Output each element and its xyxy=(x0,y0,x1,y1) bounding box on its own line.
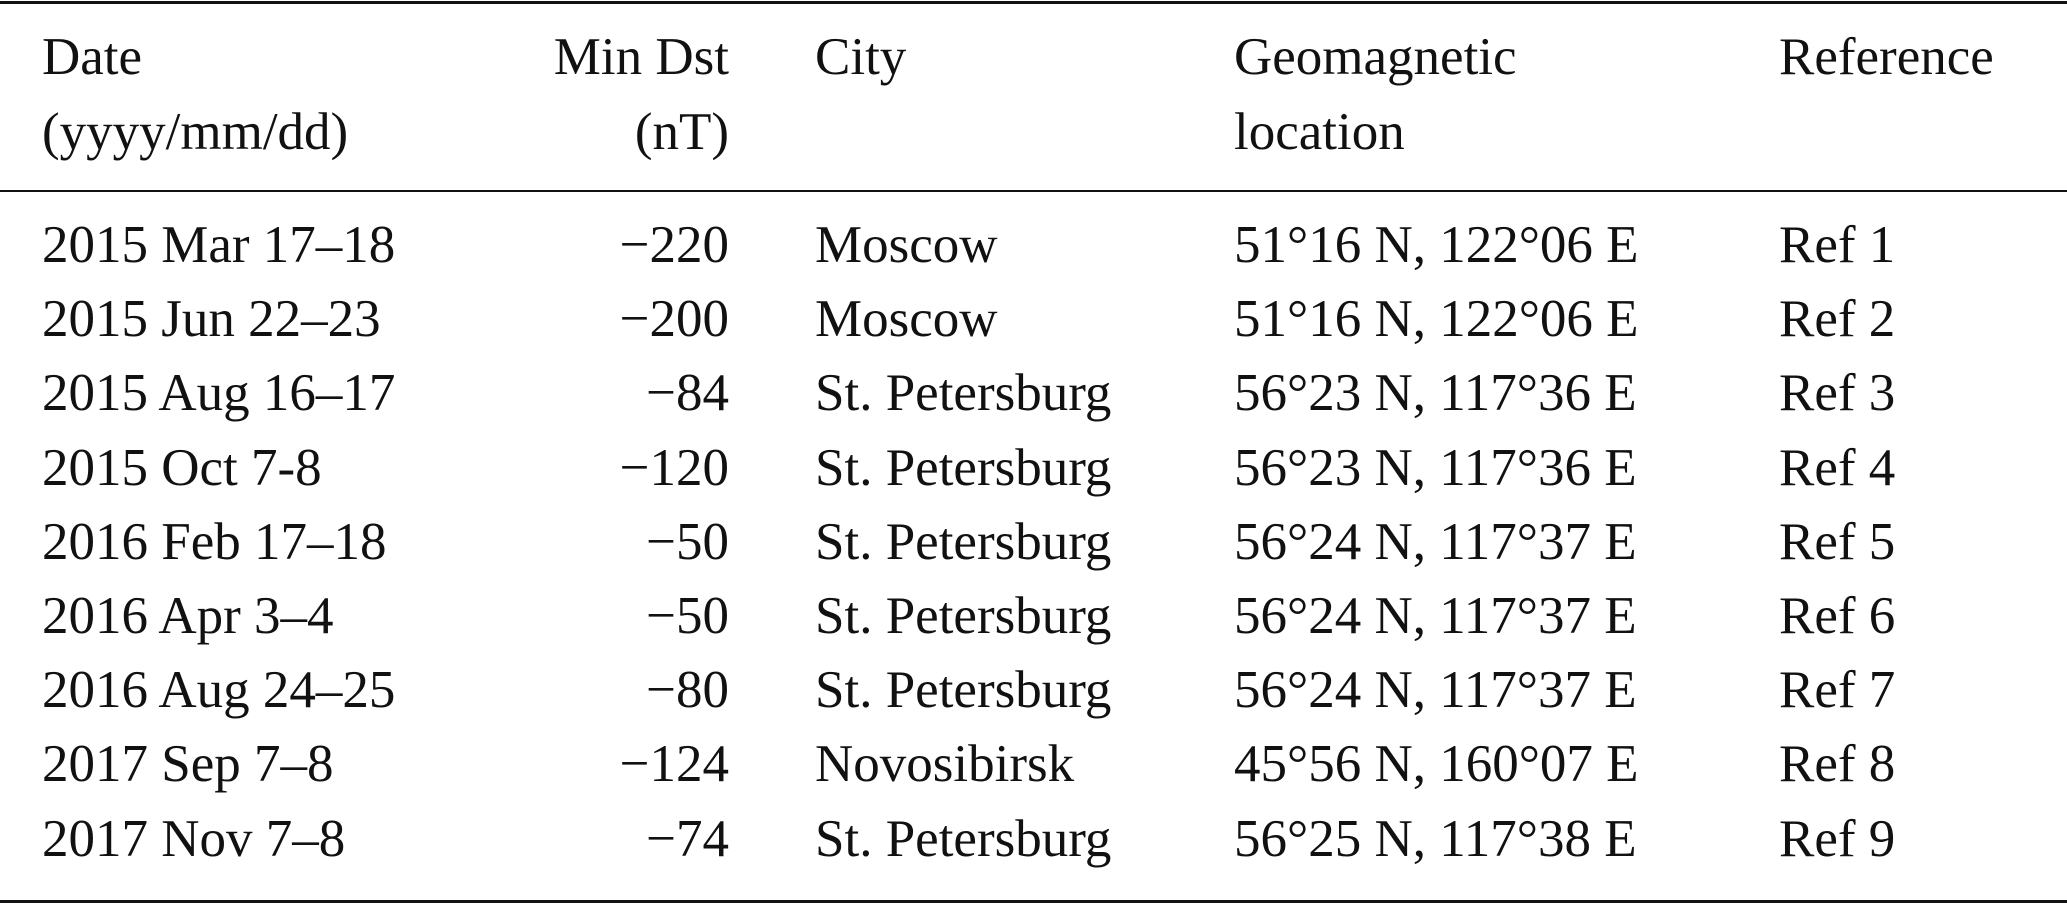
geomagnetic-location-cell: 56°23 N, 117°36 E xyxy=(1234,364,1637,423)
reference-cell: Ref 3 xyxy=(1779,364,1896,423)
date-cell: 2016 Apr 3–4 xyxy=(42,587,334,645)
header-reference: Reference xyxy=(1779,28,1994,86)
min-dst-cell: −120 xyxy=(619,438,729,497)
min-dst-cell: −80 xyxy=(646,661,729,720)
reference-cell: Ref 2 xyxy=(1779,290,1896,349)
bottom-rule xyxy=(0,900,2067,903)
date-cell: 2017 Sep 7–8 xyxy=(42,735,334,794)
reference-cell: Ref 1 xyxy=(1779,216,1896,274)
header-min-dst: Min Dst xyxy=(553,28,729,86)
header-date: (yyyy/mm/dd) xyxy=(42,103,349,161)
top-rule xyxy=(0,1,2067,4)
city-cell: St. Petersburg xyxy=(815,661,1112,720)
geomagnetic-location-cell: 56°25 N, 117°38 E xyxy=(1234,809,1637,868)
header-date: Date xyxy=(42,28,143,86)
reference-cell: Ref 4 xyxy=(1779,438,1896,497)
date-cell: 2016 Feb 17–18 xyxy=(42,512,387,571)
reference-cell: Ref 7 xyxy=(1779,661,1896,720)
min-dst-cell: −74 xyxy=(646,809,729,868)
header-min-dst: (nT) xyxy=(634,103,729,161)
date-cell: 2017 Nov 7–8 xyxy=(42,809,346,868)
min-dst-cell: −50 xyxy=(646,512,729,571)
city-cell: Moscow xyxy=(815,290,998,349)
date-cell: 2015 Mar 17–18 xyxy=(42,216,396,274)
reference-cell: Ref 6 xyxy=(1779,587,1896,645)
geomagnetic-location-cell: 56°23 N, 117°36 E xyxy=(1234,438,1637,497)
date-cell: 2015 Jun 22–23 xyxy=(42,290,381,349)
geomagnetic-location-cell: 45°56 N, 160°07 E xyxy=(1234,735,1639,794)
city-cell: St. Petersburg xyxy=(815,809,1112,868)
city-cell: Moscow xyxy=(815,216,998,274)
city-cell: St. Petersburg xyxy=(815,364,1112,423)
geomagnetic-location-cell: 56°24 N, 117°37 E xyxy=(1234,512,1637,571)
geomagnetic-location-cell: 51°16 N, 122°06 E xyxy=(1234,290,1639,349)
min-dst-cell: −200 xyxy=(619,290,729,349)
city-cell: Novosibirsk xyxy=(815,735,1075,794)
geomagnetic-location-cell: 56°24 N, 117°37 E xyxy=(1234,661,1637,720)
reference-cell: Ref 9 xyxy=(1779,809,1896,868)
date-cell: 2016 Aug 24–25 xyxy=(42,661,396,720)
min-dst-cell: −84 xyxy=(646,364,729,423)
header-rule xyxy=(0,190,2067,192)
min-dst-cell: −50 xyxy=(646,587,729,645)
geomagnetic-location-cell: 51°16 N, 122°06 E xyxy=(1234,216,1639,274)
min-dst-cell: −124 xyxy=(619,735,729,794)
date-cell: 2015 Oct 7-8 xyxy=(42,438,322,497)
city-cell: St. Petersburg xyxy=(815,512,1112,571)
date-cell: 2015 Aug 16–17 xyxy=(42,364,396,423)
min-dst-cell: −220 xyxy=(619,216,729,274)
header-city: City xyxy=(815,28,907,86)
header-geomagnetic-location: Geomagnetic xyxy=(1234,28,1517,86)
reference-cell: Ref 5 xyxy=(1779,512,1896,571)
header-geomagnetic-location: location xyxy=(1234,103,1405,161)
geomagnetic-location-cell: 56°24 N, 117°37 E xyxy=(1234,587,1637,645)
reference-cell: Ref 8 xyxy=(1779,735,1896,794)
city-cell: St. Petersburg xyxy=(815,438,1112,497)
city-cell: St. Petersburg xyxy=(815,587,1112,645)
